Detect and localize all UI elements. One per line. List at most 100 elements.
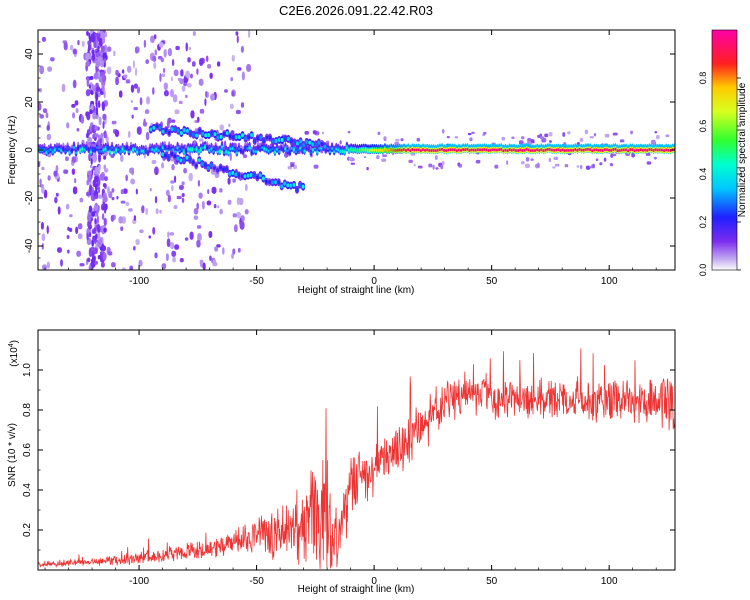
heatmap-cell	[192, 132, 196, 137]
heatmap-cell	[77, 233, 83, 240]
heatmap-cell	[212, 149, 215, 153]
heatmap-cell	[102, 37, 105, 44]
snr-y-ticks: 0.2 0.4 0.6 0.8 1.0	[22, 349, 675, 551]
heatmap-cell	[524, 163, 530, 169]
snr-plot-area	[38, 330, 675, 570]
heatmap-cell	[161, 152, 165, 157]
heatmap-cell	[229, 147, 232, 151]
heatmap-cell	[111, 262, 116, 268]
heatmap-cell	[400, 148, 404, 152]
heatmap-cell	[167, 130, 171, 135]
heatmap-cell	[207, 63, 212, 69]
heatmap-cell	[69, 44, 74, 51]
heatmap-cell	[80, 115, 85, 124]
heatmap-cell	[211, 186, 217, 194]
heatmap-cell	[71, 168, 76, 175]
heatmap-cell	[263, 147, 266, 151]
heatmap-cell	[208, 230, 213, 239]
heatmap-cell	[187, 147, 190, 151]
heatmap-cell	[240, 133, 244, 138]
heatmap-cell	[91, 147, 95, 151]
heatmap-cell	[100, 57, 104, 62]
heatmap-cell	[261, 146, 264, 150]
heatmap-cell	[66, 235, 70, 239]
heatmap-cell	[352, 148, 355, 152]
heatmap-cell	[239, 149, 243, 153]
heatmap-cell	[511, 136, 515, 140]
heatmap-cell	[140, 149, 143, 153]
heatmap-cell	[103, 217, 107, 227]
heatmap-cell	[624, 148, 628, 152]
heatmap-cell	[113, 50, 116, 57]
heatmap-cell	[104, 207, 107, 214]
heatmap-cell	[643, 148, 647, 152]
heatmap-cell	[104, 147, 107, 151]
heatmap-cell	[217, 61, 221, 67]
heatmap-cell	[183, 167, 187, 174]
heatmap-cell	[66, 146, 69, 150]
heatmap-cell	[86, 191, 91, 197]
heatmap-cell	[562, 132, 566, 137]
heatmap-cell	[101, 45, 106, 52]
heatmap-cell	[193, 147, 196, 151]
heatmap-cell	[173, 154, 177, 159]
heatmap-cell	[154, 166, 159, 176]
heatmap-cell	[366, 148, 370, 152]
spectrogram-x-label: Height of straight line (km)	[298, 285, 415, 296]
heatmap-cell	[90, 260, 96, 268]
heatmap-cell	[487, 148, 490, 152]
heatmap-cell	[71, 103, 76, 108]
heatmap-cell	[77, 146, 80, 150]
heatmap-cell	[396, 148, 399, 152]
heatmap-cell	[175, 45, 180, 51]
heatmap-cell	[277, 137, 281, 142]
heatmap-cell	[70, 149, 74, 153]
heatmap-cell	[502, 149, 505, 153]
heatmap-cell	[198, 128, 202, 133]
heatmap-cell	[47, 175, 51, 181]
heatmap-cell	[206, 166, 210, 171]
heatmap-cell	[95, 97, 98, 108]
heatmap-cell	[198, 192, 203, 199]
heatmap-cell	[90, 33, 96, 43]
heatmap-cell	[219, 165, 223, 170]
heatmap-cell	[377, 131, 381, 136]
heatmap-cell	[63, 41, 68, 51]
heatmap-cell	[646, 161, 652, 165]
heatmap-cell	[193, 215, 199, 220]
heatmap-cell	[265, 148, 268, 152]
heatmap-cell	[219, 208, 223, 215]
heatmap-cell	[122, 188, 128, 194]
heatmap-cell	[101, 83, 105, 92]
heatmap-cell	[46, 125, 50, 131]
heatmap-cell	[271, 139, 275, 144]
heatmap-cell	[417, 148, 420, 152]
heatmap-cell	[77, 39, 80, 46]
heatmap-cell	[165, 189, 170, 197]
colorbar: 0.0 0.2 0.4 0.6 0.8 Normalized spectral ampl…	[698, 29, 748, 276]
heatmap-cell	[222, 167, 226, 172]
heatmap-cell	[216, 244, 221, 248]
heatmap-cell	[64, 149, 67, 153]
heatmap-cell	[123, 149, 126, 153]
heatmap-cell	[233, 148, 236, 152]
heatmap-cell	[525, 157, 530, 162]
heatmap-cell	[481, 148, 484, 152]
heatmap-cell	[95, 106, 99, 116]
heatmap-cell	[135, 238, 140, 246]
snr-y-label: SNR (10 * v/v)	[7, 423, 18, 487]
heatmap-cell	[134, 147, 137, 151]
heatmap-cell	[86, 30, 89, 36]
heatmap-cell	[106, 66, 112, 75]
heatmap-cell	[311, 148, 315, 152]
heatmap-cell	[184, 149, 188, 153]
heatmap-cell	[216, 168, 220, 173]
heatmap-cell	[225, 150, 228, 154]
heatmap-cell	[172, 94, 178, 103]
heatmap-cell	[236, 197, 241, 205]
heatmap-cell	[253, 139, 257, 144]
heatmap-cell	[98, 38, 103, 47]
heatmap-cell	[239, 221, 245, 230]
heatmap-cell	[132, 60, 136, 69]
heatmap-cell	[93, 148, 97, 152]
